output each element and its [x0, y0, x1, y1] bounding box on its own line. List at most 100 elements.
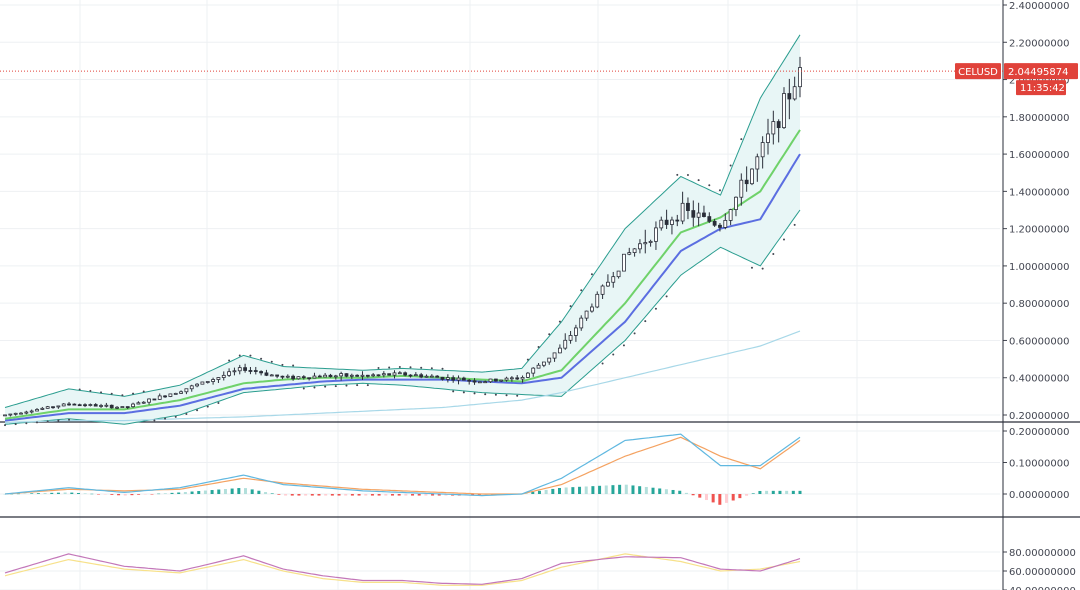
sar-dot [46, 420, 49, 423]
macd-line [4, 433, 801, 497]
macd-histogram-bar [97, 494, 101, 495]
candle-body [280, 375, 285, 378]
macd-histogram-bar [624, 484, 628, 494]
candle-body [355, 374, 360, 377]
macd-histogram-bar [731, 494, 735, 501]
sar-dot [516, 394, 519, 397]
sar-dot [142, 390, 145, 393]
candle-body [547, 357, 552, 363]
price-panel[interactable] [3, 34, 802, 427]
candle-body [696, 212, 701, 218]
sar-dot [164, 417, 167, 420]
sar-dot [537, 345, 540, 348]
macd-histogram-bar [83, 493, 87, 494]
candle-body [728, 209, 733, 221]
macd-histogram-bar [578, 486, 582, 494]
candle-body [221, 374, 226, 378]
candle-body [782, 93, 786, 129]
sar-dot [409, 366, 412, 369]
candle-body [675, 219, 680, 222]
candle-body [93, 404, 98, 407]
symbol-badge [955, 63, 1001, 80]
candle-body [227, 371, 231, 376]
bollinger-fill [5, 34, 800, 425]
sar-dot [217, 401, 220, 404]
macd-histogram-bar [137, 494, 141, 495]
candle-body [51, 406, 55, 409]
candle-body [590, 306, 594, 312]
sar-dot [590, 273, 593, 276]
sar-dot [420, 366, 423, 369]
candle-body [648, 240, 653, 243]
macd-histogram-bar [604, 485, 608, 494]
macd-histogram-bar [264, 492, 268, 494]
macd-histogram-bar [350, 494, 354, 496]
candle-body [461, 377, 466, 381]
candle-body [509, 377, 514, 380]
sar-dot [388, 366, 391, 369]
candle-body [392, 372, 397, 376]
sar-dot [377, 366, 380, 369]
sar-dot [334, 385, 337, 388]
candle-body [397, 372, 402, 375]
sar-dot [526, 358, 529, 361]
sar-dot [548, 333, 551, 336]
candle-body [323, 374, 328, 378]
macd-histogram-bar [557, 487, 561, 494]
candle-body [435, 375, 440, 378]
macd-histogram-bar [745, 494, 749, 496]
candle-body [477, 381, 482, 384]
sar-dot [505, 394, 508, 397]
macd-histogram-bar [23, 493, 27, 495]
candle-body [750, 168, 754, 185]
macd-histogram-bar [250, 489, 254, 494]
macd-histogram-bar [444, 494, 448, 496]
candle-body [45, 406, 50, 409]
macd-histogram-bar [691, 494, 695, 496]
sar-dot [185, 412, 188, 415]
sar-dot [281, 363, 284, 366]
macd-histogram-bar [631, 485, 635, 494]
macd-histogram-bar [36, 493, 40, 494]
candle-body [691, 210, 696, 218]
macd-histogram-bar [143, 494, 147, 495]
sar-dot [270, 360, 273, 363]
candle-body [3, 414, 7, 417]
candle-body [125, 406, 130, 408]
macd-histogram-bar [317, 494, 321, 496]
candle-body [328, 374, 333, 378]
candle-body [595, 293, 600, 308]
candle-body [376, 374, 381, 377]
candle-body [237, 367, 242, 372]
macd-histogram-bar [223, 489, 227, 494]
sar-dot [366, 384, 369, 387]
ma-slow-line [4, 153, 801, 422]
candle-body [72, 403, 77, 406]
candle-body [216, 377, 221, 380]
macd-histogram-bar [324, 494, 328, 496]
sar-dot [238, 354, 241, 357]
sar-dot [665, 295, 668, 298]
candle-body [104, 404, 109, 407]
macd-panel[interactable] [3, 433, 802, 505]
sar-dot [750, 266, 753, 269]
macd-histogram-bar [177, 492, 181, 494]
candle-body [8, 413, 13, 416]
sar-dot [612, 353, 615, 356]
sar-dot [633, 332, 636, 335]
macd-histogram-bar [244, 488, 248, 494]
candle-body [120, 406, 125, 408]
candle-body [686, 202, 690, 211]
sar-dot [569, 305, 572, 308]
candle-body [424, 375, 429, 378]
macd-histogram-bar [638, 486, 642, 494]
axis-tick-label: 1.60000000 [1009, 150, 1069, 161]
bollinger-lower-line [4, 209, 801, 425]
sar-dot [345, 384, 348, 387]
axis-tick-label: 2.20000000 [1009, 38, 1069, 49]
macd-histogram-bar [203, 490, 207, 494]
candle-body [109, 404, 114, 409]
stochastic-panel[interactable] [4, 553, 801, 586]
last-price-label: 2.04495874 [1008, 67, 1068, 78]
